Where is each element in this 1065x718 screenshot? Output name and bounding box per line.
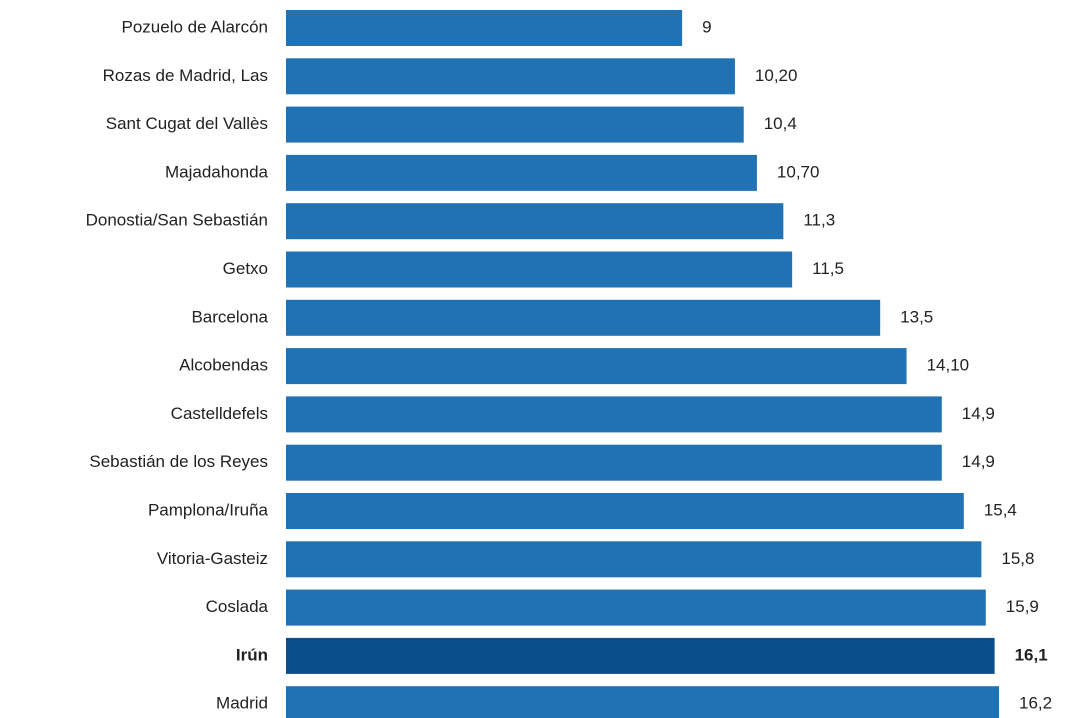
value-label: 14,10 (927, 356, 970, 375)
value-label: 14,9 (962, 452, 995, 471)
bar (286, 154, 757, 191)
category-label: Alcobendas (179, 356, 268, 375)
value-label: 11,3 (803, 211, 835, 230)
category-label: Barcelona (191, 307, 268, 326)
bar (286, 637, 995, 674)
bar (286, 444, 942, 481)
bar (286, 10, 683, 46)
bar (286, 299, 881, 336)
category-label: Majadahonda (165, 162, 269, 181)
value-label: 14,9 (962, 404, 995, 423)
category-label: Coslada (206, 597, 269, 616)
value-label: 16,2 (1019, 694, 1052, 713)
category-label: Madrid (216, 694, 268, 713)
value-label: 15,9 (1006, 597, 1039, 616)
bar (286, 493, 964, 529)
category-label: Sebastián de los Reyes (89, 452, 268, 471)
category-label: Pamplona/Iruña (148, 500, 269, 519)
category-label: Vitoria-Gasteiz (157, 549, 268, 568)
bar (286, 686, 999, 718)
value-label: 15,8 (1001, 549, 1034, 568)
category-label: Castelldefels (171, 404, 268, 423)
category-label: Rozas de Madrid, Las (103, 66, 268, 85)
bar (286, 58, 735, 95)
bar (286, 203, 784, 240)
bar (286, 541, 982, 578)
category-label: Donostia/San Sebastián (86, 211, 268, 230)
value-label: 10,70 (777, 162, 820, 181)
category-label: Pozuelo de Alarcón (122, 17, 269, 36)
value-label: 10,4 (764, 114, 797, 133)
value-label: 15,4 (984, 500, 1017, 519)
bar (286, 589, 986, 626)
category-label: Sant Cugat del Vallès (106, 114, 268, 133)
value-label: 16,1 (1015, 645, 1048, 664)
value-label: 13,5 (900, 307, 933, 326)
value-label: 10,20 (755, 66, 798, 85)
category-label: Getxo (223, 259, 268, 278)
bar (286, 396, 942, 433)
value-label: 11,5 (812, 259, 844, 278)
bar (286, 348, 907, 385)
bar (286, 106, 744, 143)
category-label: Irún (236, 645, 268, 664)
bar (286, 251, 793, 288)
value-label: 9 (702, 17, 711, 36)
